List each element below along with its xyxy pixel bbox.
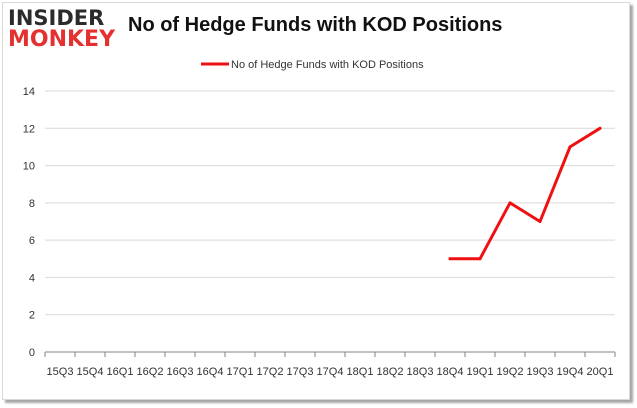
x-tick-label: 18Q2 bbox=[377, 366, 404, 378]
x-tick-label: 18Q3 bbox=[407, 366, 434, 378]
x-tick-label: 16Q1 bbox=[107, 366, 134, 378]
x-tick-label: 19Q2 bbox=[497, 366, 524, 378]
x-tick-label: 16Q4 bbox=[197, 366, 224, 378]
x-tick-label: 19Q4 bbox=[557, 366, 584, 378]
x-tick-label: 18Q1 bbox=[347, 366, 374, 378]
data-point bbox=[538, 220, 542, 223]
data-point bbox=[598, 126, 602, 130]
logo-text-insider: INSIDER bbox=[8, 6, 105, 30]
x-tick-label: 16Q3 bbox=[167, 366, 194, 378]
x-tick-label: 20Q1 bbox=[587, 366, 614, 378]
series-line bbox=[448, 126, 602, 261]
data-point bbox=[568, 145, 572, 149]
data-point bbox=[478, 257, 482, 261]
insider-monkey-logo: INSIDER MONKEY bbox=[8, 6, 116, 54]
y-tick-label: 0 bbox=[29, 347, 35, 359]
x-tick-label: 17Q4 bbox=[317, 366, 344, 378]
y-tick-label: 2 bbox=[29, 310, 35, 322]
x-tick-label: 17Q1 bbox=[227, 366, 254, 378]
legend-label: No of Hedge Funds with KOD Positions bbox=[231, 59, 424, 71]
x-tick-label: 18Q4 bbox=[437, 366, 464, 378]
chart-frame bbox=[2, 2, 630, 400]
y-tick-label: 6 bbox=[29, 235, 35, 247]
y-tick-label: 4 bbox=[29, 272, 35, 284]
data-point bbox=[448, 257, 452, 261]
chart-title: No of Hedge Funds with KOD Positions bbox=[128, 14, 503, 36]
x-tick-label: 16Q2 bbox=[137, 366, 164, 378]
logo-text-monkey: MONKEY bbox=[8, 27, 116, 52]
y-tick-label: 8 bbox=[29, 198, 35, 210]
x-tick-label: 19Q1 bbox=[467, 366, 494, 378]
x-tick-label: 17Q2 bbox=[257, 366, 284, 378]
data-point bbox=[508, 201, 512, 205]
x-tick-label: 19Q3 bbox=[527, 366, 554, 378]
y-tick-label: 10 bbox=[23, 161, 35, 173]
y-tick-label: 12 bbox=[23, 123, 35, 135]
x-tick-label: 15Q3 bbox=[47, 366, 74, 378]
x-tick-label: 15Q4 bbox=[77, 366, 104, 378]
x-tick-label: 17Q3 bbox=[287, 366, 314, 378]
y-tick-label: 14 bbox=[23, 86, 35, 98]
